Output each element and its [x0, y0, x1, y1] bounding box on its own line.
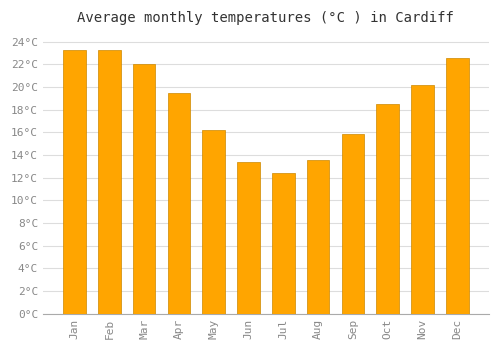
Bar [202, 130, 225, 314]
Bar [342, 134, 364, 314]
Bar [446, 58, 468, 314]
Bar [307, 160, 330, 314]
Bar [98, 50, 120, 314]
Title: Average monthly temperatures (°C ) in Cardiff: Average monthly temperatures (°C ) in Ca… [78, 11, 454, 25]
Bar [411, 85, 434, 314]
Bar [168, 93, 190, 314]
Bar [133, 64, 156, 314]
Bar [237, 162, 260, 314]
Bar [63, 50, 86, 314]
Bar [376, 104, 399, 314]
Bar [272, 173, 294, 314]
